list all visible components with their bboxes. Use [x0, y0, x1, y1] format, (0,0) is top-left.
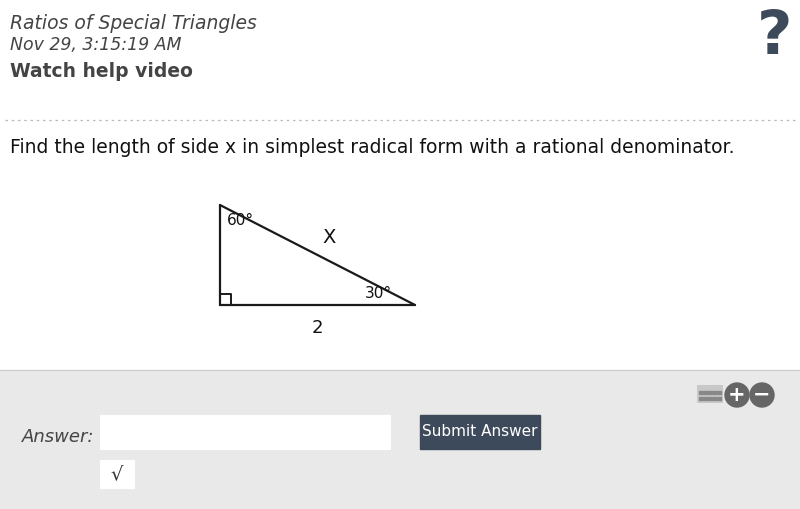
Bar — [713, 397, 716, 400]
Bar — [717, 397, 721, 400]
Text: Answer:: Answer: — [22, 428, 94, 446]
Bar — [703, 390, 707, 394]
Text: ?: ? — [758, 8, 793, 67]
Bar — [699, 390, 702, 394]
Text: Submit Answer: Submit Answer — [422, 425, 538, 439]
Bar — [697, 385, 723, 403]
Text: 30°: 30° — [365, 286, 392, 301]
Bar — [100, 460, 134, 488]
Text: Watch help video: Watch help video — [10, 62, 193, 81]
Text: Nov 29, 3:15:19 AM: Nov 29, 3:15:19 AM — [10, 36, 182, 54]
Bar — [100, 415, 390, 449]
Bar — [703, 397, 707, 400]
Bar — [717, 390, 721, 394]
Circle shape — [750, 383, 774, 407]
Text: 2: 2 — [312, 319, 323, 337]
Text: Ratios of Special Triangles: Ratios of Special Triangles — [10, 14, 257, 33]
Bar — [708, 390, 711, 394]
Text: +: + — [728, 385, 746, 405]
Text: X: X — [323, 228, 336, 246]
Bar — [0, 370, 800, 509]
Bar — [420, 415, 540, 449]
Circle shape — [725, 383, 749, 407]
Text: √: √ — [111, 465, 123, 484]
Text: Find the length of side x in simplest radical form with a rational denominator.: Find the length of side x in simplest ra… — [10, 138, 734, 157]
Bar — [708, 397, 711, 400]
Text: −: − — [754, 385, 770, 405]
Text: 60°: 60° — [227, 213, 254, 228]
Bar — [713, 390, 716, 394]
Bar — [699, 397, 702, 400]
